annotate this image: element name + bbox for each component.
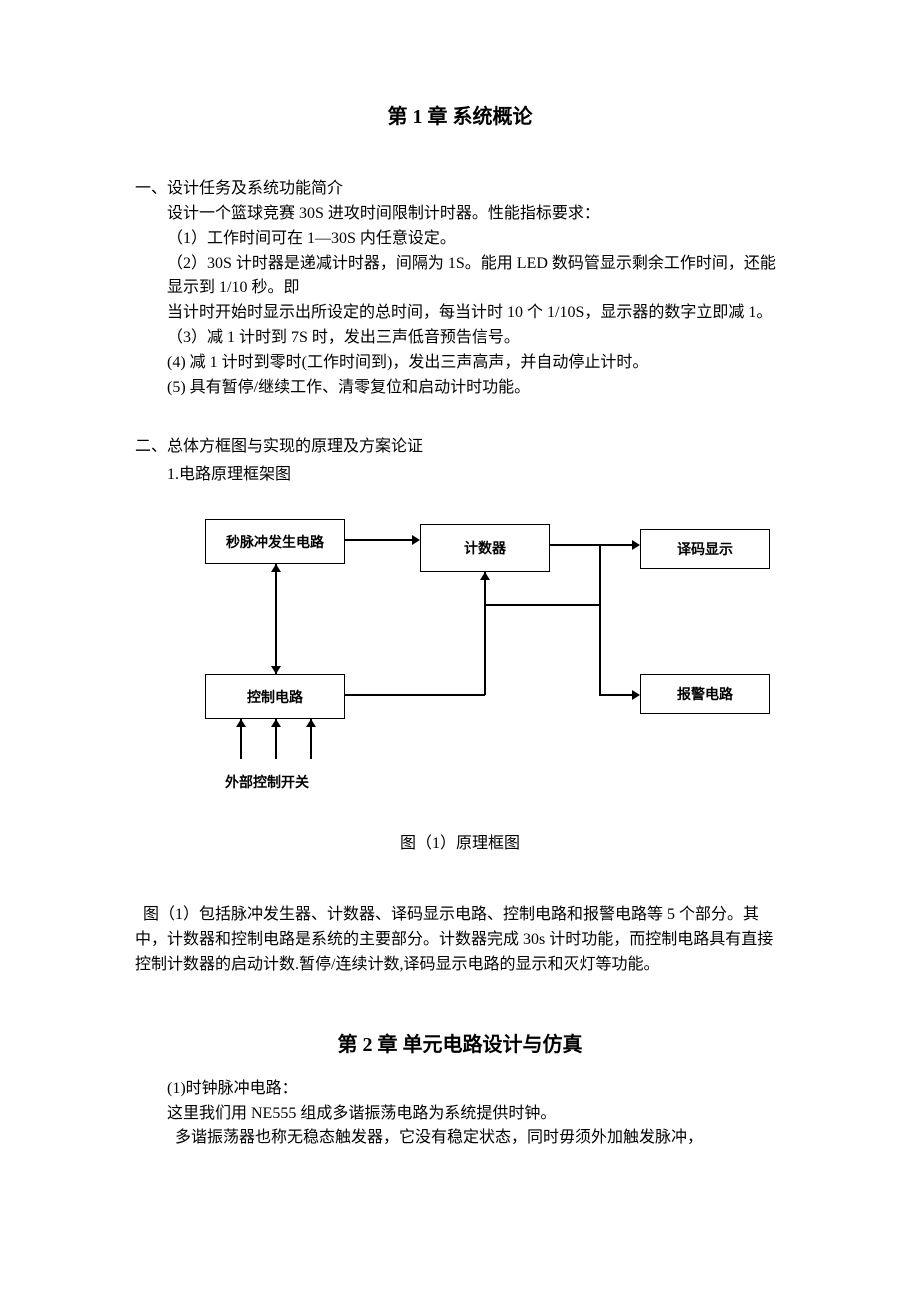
box-control-circuit: 控制电路 xyxy=(205,674,345,719)
section1-p2: （1）工作时间可在 1—30S 内任意设定。 xyxy=(167,227,785,252)
figure1-caption: 图（1）原理框图 xyxy=(135,829,785,853)
box-pulse-generator: 秒脉冲发生电路 xyxy=(205,519,345,564)
box-decoder-display: 译码显示 xyxy=(640,529,770,569)
box-counter: 计数器 xyxy=(420,524,550,572)
box-alarm-circuit: 报警电路 xyxy=(640,674,770,714)
section1-p5: （3）减 1 计时到 7S 时，发出三声低音预告信号。 xyxy=(167,326,785,351)
block-diagram: 秒脉冲发生电路 计数器 译码显示 控制电路 报警电路 . 外部控制开关 xyxy=(195,514,795,804)
chapter2-p3: 多谐振荡器也称无稳态触发器，它没有稳定状态，同时毋须外加触发脉冲， xyxy=(167,1126,785,1151)
section1-p1: 设计一个篮球竞赛 30S 进攻时间限制计时器。性能指标要求： xyxy=(167,202,785,227)
chapter1-title: 第 1 章 系统概论 xyxy=(135,100,785,129)
section2-heading: 二、总体方框图与实现的原理及方案论证 xyxy=(135,432,785,456)
section1-p6: (4) 减 1 计时到零时(工作时间到)，发出三声高声，并自动停止计时。 xyxy=(167,351,785,376)
section1-heading: 一、设计任务及系统功能简介 xyxy=(135,174,785,198)
chapter2-title: 第 2 章 单元电路设计与仿真 xyxy=(135,1028,785,1057)
section2-sub1: 1.电路原理框架图 xyxy=(167,460,785,484)
section1-p4: 当计时开始时显示出所设定的总时间，每当计时 10 个 1/10S，显示器的数字立… xyxy=(167,301,785,326)
chapter2-p1: (1)时钟脉冲电路： xyxy=(167,1077,785,1102)
diagram-explanation: 图（1）包括脉冲发生器、计数器、译码显示电路、控制电路和报警电路等 5 个部分。… xyxy=(135,903,785,977)
chapter2-p2: 这里我们用 NE555 组成多谐振荡电路为系统提供时钟。 xyxy=(167,1102,785,1127)
section1-p3: （2）30S 计时器是递减计时器，间隔为 1S。能用 LED 数码管显示剩余工作… xyxy=(167,252,785,302)
label-external-switch: 外部控制开关 xyxy=(225,772,309,792)
section1-p7: (5) 具有暂停/继续工作、清零复位和启动计时功能。 xyxy=(167,376,785,401)
